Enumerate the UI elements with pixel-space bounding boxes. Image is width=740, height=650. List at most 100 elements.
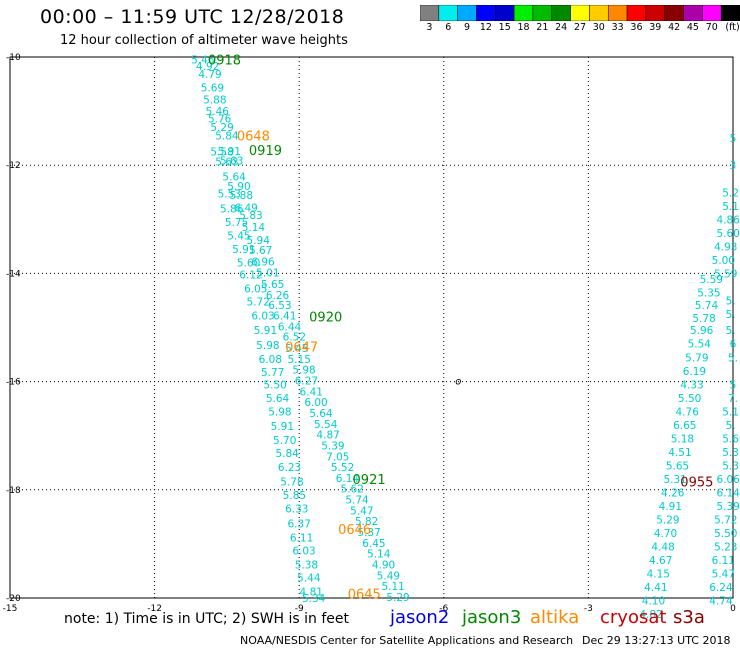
swh-value-label: 5.63	[215, 156, 238, 168]
colorbar-label: 24	[555, 22, 568, 33]
swh-value-label: 5.69	[201, 82, 224, 94]
swh-value-label: 5.50	[714, 528, 737, 540]
swh-value-label: 6.45	[362, 538, 385, 550]
swh-value-label: 5.23	[714, 542, 737, 554]
swh-value-label: 5.78	[280, 477, 303, 489]
colorbar-label: 6	[445, 22, 452, 33]
swh-value-label: 4.70	[654, 528, 677, 540]
swh-value-label: 6.44	[278, 321, 302, 333]
swh-value-label: 4.91	[659, 501, 682, 513]
colorbar-label: 15	[498, 22, 511, 33]
swh-value-label: 4.86	[716, 214, 740, 226]
swh-value-label: 5.60	[716, 228, 739, 240]
timestamp-text: Dec 29 13:27:13 UTC 2018	[582, 634, 731, 647]
swh-value-label: 5.1	[722, 201, 739, 213]
page-subtitle: 12 hour collection of altimeter wave hei…	[60, 33, 348, 48]
swh-value-label: 5.85	[283, 490, 306, 502]
swh-value-label: 4.87	[316, 430, 339, 442]
swh-value-label: 6.19	[683, 366, 706, 378]
swh-value-label: 5.29	[656, 515, 679, 527]
swh-value-label: 5.39	[716, 501, 739, 513]
swh-value-label: 4.10	[642, 596, 665, 608]
swh-value-label: 5.44	[297, 572, 321, 584]
colorbar-label: 39	[649, 22, 662, 33]
swh-value-label: 4.76	[676, 406, 700, 418]
swh-value-label: 6.06	[716, 474, 740, 486]
x-tick-label: -9	[295, 604, 304, 614]
colorbar-label: 36	[630, 22, 643, 33]
time-label: 0648	[237, 129, 270, 144]
swh-value-label: 5.	[726, 309, 736, 321]
time-label: 0920	[309, 311, 342, 326]
swh-value-label: 6.26	[266, 290, 290, 302]
time-label: 0955	[680, 476, 713, 491]
swh-value-label: 6.14	[336, 473, 360, 485]
swh-value-label: 5.72	[247, 297, 270, 309]
swh-value-label: 4.81	[300, 587, 323, 599]
y-tick-label: -20	[6, 594, 21, 604]
swh-value-label: 5.14	[242, 222, 266, 234]
swh-value-label: 5.49	[377, 570, 400, 582]
swh-value-label: 5.76	[208, 114, 232, 126]
swh-value-label: 5.91	[254, 325, 277, 337]
colorbar-label: 33	[611, 22, 624, 33]
swh-value-label: 5.60	[237, 258, 260, 270]
swh-value-label: 5.2	[722, 187, 739, 199]
swh-value-label: 5.50	[263, 379, 286, 391]
swh-value-label: 6.65	[673, 420, 696, 432]
swh-value-label: 4.93	[714, 241, 737, 253]
swh-value-label: 5.	[726, 325, 736, 337]
x-tick-label: -15	[3, 604, 18, 614]
x-tick-label: -12	[147, 604, 162, 614]
swh-value-label: 5.62	[341, 484, 364, 496]
swh-value-label: 5.45	[227, 231, 250, 243]
page-title: 00:00 – 11:59 UTC 12/28/2018	[40, 6, 345, 28]
swh-value-label: 5.72	[714, 515, 737, 527]
swh-value-label: 5.91	[218, 146, 241, 158]
swh-value-label: 5.34	[302, 593, 326, 605]
swh-value-label: 5.74	[345, 495, 369, 507]
swh-value-label: 5.52	[331, 462, 354, 474]
swh-value-label: 6	[730, 339, 737, 351]
swh-value-label: 5.64	[222, 172, 246, 184]
y-tick-label: -14	[6, 269, 21, 279]
swh-value-label: 5.14	[367, 549, 391, 561]
colorbar-label: 42	[668, 22, 681, 33]
colorbar-label: (ft)	[725, 22, 740, 33]
swh-value-label: 5.45	[285, 343, 308, 355]
swh-value-label: 5.82	[355, 516, 378, 528]
swh-value-label: 5.79	[685, 352, 708, 364]
swh-value-label: 5.6	[722, 433, 739, 445]
y-tick-label: -16	[6, 378, 21, 388]
swh-value-label: 6.24	[709, 582, 733, 594]
legend-jason2: jason2	[390, 607, 450, 628]
swh-value-label: 5.37	[357, 527, 380, 539]
legend-altika: altika	[530, 607, 580, 628]
swh-value-label: 4.15	[647, 569, 670, 581]
swh-value-label: 3	[730, 160, 737, 172]
swh-value-label: 6.00	[304, 397, 327, 409]
swh-value-label: 4.79	[198, 69, 221, 81]
swh-value-label: 4.26	[661, 488, 685, 500]
swh-value-label: 5.59	[714, 268, 737, 280]
swh-value-label: 6.23	[278, 462, 301, 474]
swh-value-label: 5.98	[256, 340, 279, 352]
swh-value-label: 5.84	[215, 130, 239, 142]
time-label: 0647	[285, 340, 318, 355]
swh-value-label: 5.94	[247, 235, 271, 247]
swh-value-label: 5.91	[271, 421, 294, 433]
swh-value-label: 5.35	[697, 287, 720, 299]
colorbar-label: 30	[592, 22, 605, 33]
swh-value-label: 5.1	[722, 406, 739, 418]
swh-value-label: 5.15	[288, 354, 311, 366]
swh-value-label: 5.63	[220, 155, 243, 167]
swh-value-label: 4.51	[668, 447, 691, 459]
swh-value-label: 5.86	[220, 203, 244, 215]
swh-value-label: 5.59	[700, 274, 723, 286]
swh-value-label: 4.74	[709, 596, 733, 608]
swh-value-label: 6.14	[716, 488, 740, 500]
swh-value-label: 4.33	[680, 379, 703, 391]
swh-value-label: 5.91	[232, 244, 255, 256]
swh-value-label: 7.	[728, 393, 738, 405]
